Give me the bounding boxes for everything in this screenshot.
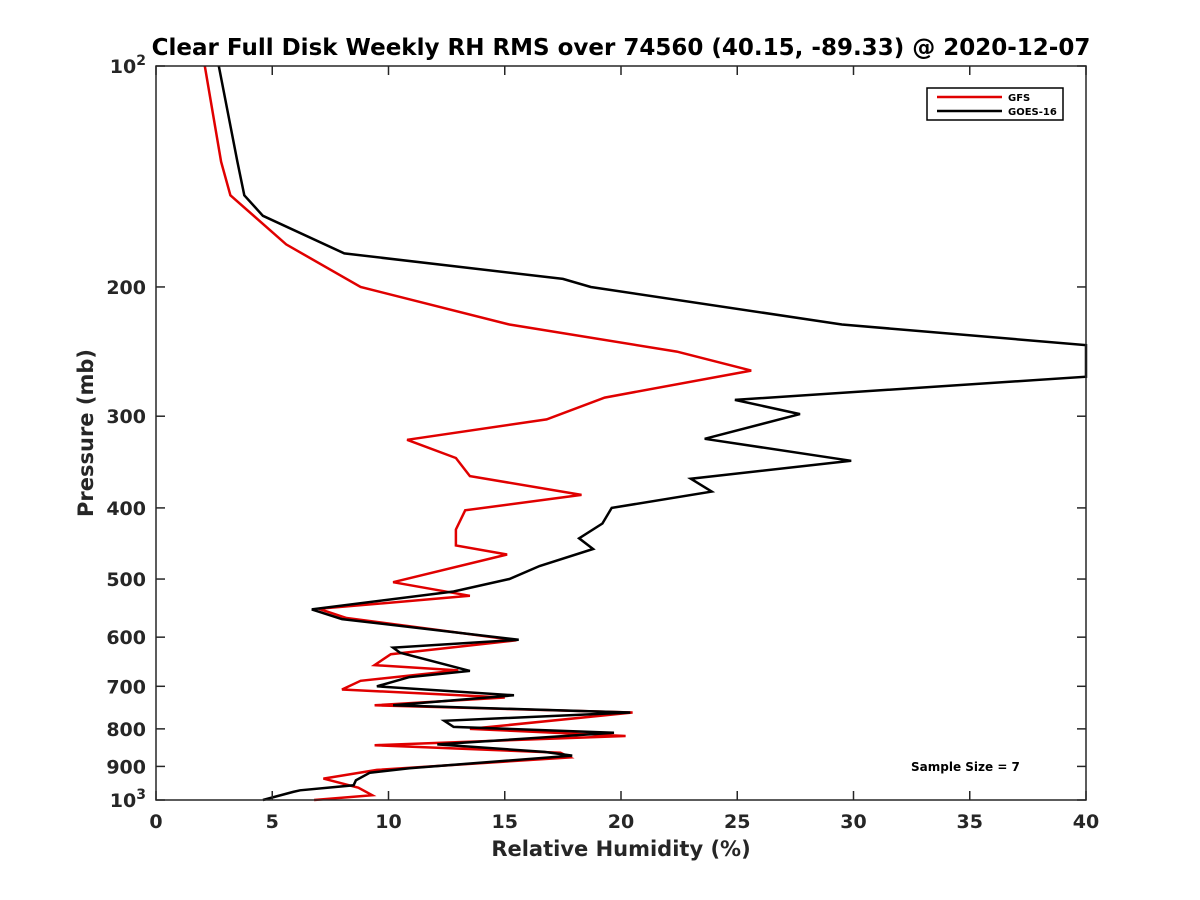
series-line-goes-16 (217, 65, 1088, 802)
x-axis: 0 5 10 15 20 25 30 35 40 (149, 66, 1099, 833)
y-tick-label: 103 (110, 787, 146, 812)
x-tick-label: 30 (840, 811, 866, 833)
y-axis-title: Pressure (mb) (74, 349, 98, 517)
y-tick-label: 102 (110, 53, 146, 78)
y-tick-label: 600 (106, 627, 146, 649)
x-tick-label: 20 (608, 811, 634, 833)
legend-label-goes-16: GOES-16 (1008, 107, 1057, 118)
x-tick-label: 40 (1073, 811, 1099, 833)
legend: GFS GOES-16 (926, 87, 1064, 121)
y-tick-label: 400 (106, 498, 146, 520)
y-axis: 102 200 300 400 500 600 700 800 900 103 (106, 53, 1086, 812)
y-tick-label: 200 (106, 277, 146, 299)
chart-title: Clear Full Disk Weekly RH RMS over 74560… (152, 35, 1091, 61)
x-tick-label: 10 (375, 811, 401, 833)
x-tick-label: 0 (149, 811, 162, 833)
x-tick-label: 35 (957, 811, 983, 833)
x-tick-label: 25 (724, 811, 750, 833)
y-tick-label: 700 (106, 676, 146, 698)
y-tick-label: 300 (106, 406, 146, 428)
y-tick-label: 900 (106, 756, 146, 778)
plot-area (203, 65, 1088, 802)
x-tick-label: 15 (492, 811, 518, 833)
y-tick-label: 500 (106, 569, 146, 591)
y-tick-label: 800 (106, 719, 146, 741)
x-axis-title: Relative Humidity (%) (491, 837, 750, 861)
x-tick-label: 5 (266, 811, 279, 833)
legend-box (926, 87, 1064, 121)
legend-label-gfs: GFS (1008, 93, 1030, 104)
sample-size-annotation: Sample Size = 7 (911, 760, 1020, 774)
